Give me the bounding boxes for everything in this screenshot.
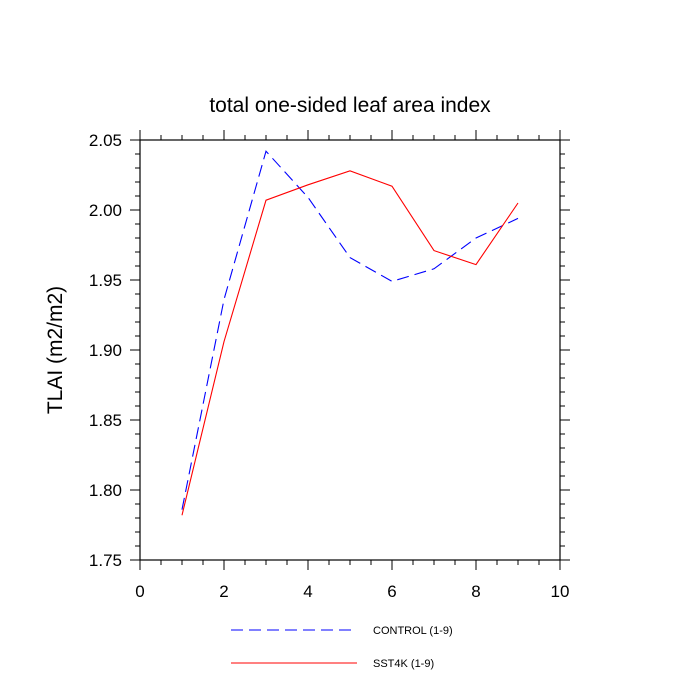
y-tick-label: 1.95	[89, 271, 122, 290]
data-lines	[181, 150, 519, 516]
legend-label-1: SST4K (1-9)	[373, 658, 434, 670]
plot-frame	[139, 139, 561, 561]
x-tick-label: 0	[135, 582, 144, 601]
y-axis-label: TLAI (m2/m2)	[44, 286, 67, 414]
y-tick-label: 2.05	[89, 131, 122, 150]
y-tick-label: 2.00	[89, 201, 122, 220]
y-tick-label: 1.85	[89, 411, 122, 430]
x-tick-label: 10	[551, 582, 570, 601]
series-line-control	[181, 150, 519, 510]
y-tick-label: 1.90	[89, 341, 122, 360]
axis-ticks: 0 2 4 6 8 10 1.75 1.80 1.85 1.90 1.95 2.00 2.05	[89, 130, 570, 601]
legend: CONTROL (1-9) SST4K (1-9)	[231, 625, 453, 670]
chart-title: total one-sided leaf area index	[209, 94, 491, 117]
x-tick-label: 8	[471, 582, 480, 601]
series-line-sst4k	[181, 170, 519, 516]
x-tick-label: 2	[219, 582, 228, 601]
x-tick-label: 6	[387, 582, 396, 601]
y-tick-label: 1.75	[89, 551, 122, 570]
x-tick-label: 4	[303, 582, 312, 601]
y-tick-label: 1.80	[89, 481, 122, 500]
legend-label-0: CONTROL (1-9)	[373, 625, 453, 637]
